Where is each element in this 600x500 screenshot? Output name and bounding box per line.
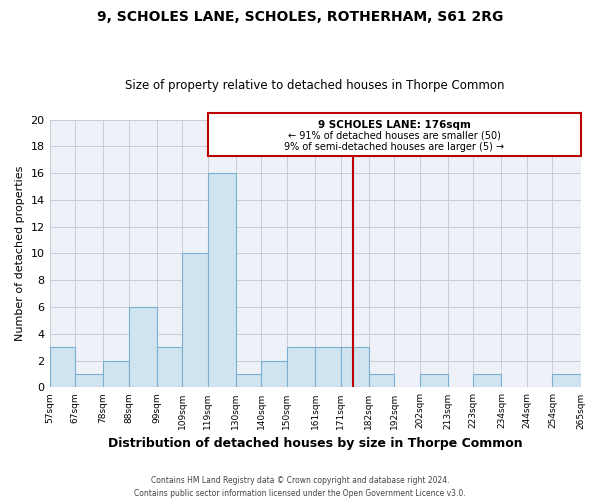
Text: 9 SCHOLES LANE: 176sqm: 9 SCHOLES LANE: 176sqm <box>318 120 470 130</box>
Bar <box>419 374 448 388</box>
Text: ← 91% of detached houses are smaller (50): ← 91% of detached houses are smaller (50… <box>288 131 500 141</box>
Bar <box>75 374 103 388</box>
FancyBboxPatch shape <box>208 113 581 156</box>
Bar <box>262 360 287 388</box>
Title: Size of property relative to detached houses in Thorpe Common: Size of property relative to detached ho… <box>125 79 505 92</box>
Bar <box>236 374 262 388</box>
Bar <box>553 374 581 388</box>
Text: 9% of semi-detached houses are larger (5) →: 9% of semi-detached houses are larger (5… <box>284 142 504 152</box>
Bar <box>287 347 315 388</box>
X-axis label: Distribution of detached houses by size in Thorpe Common: Distribution of detached houses by size … <box>108 437 523 450</box>
Bar <box>157 347 182 388</box>
Bar <box>368 374 394 388</box>
Bar <box>128 307 157 388</box>
Bar <box>50 347 75 388</box>
Bar <box>182 254 208 388</box>
Bar <box>208 173 236 388</box>
Bar <box>315 347 341 388</box>
Bar <box>103 360 128 388</box>
Text: 9, SCHOLES LANE, SCHOLES, ROTHERHAM, S61 2RG: 9, SCHOLES LANE, SCHOLES, ROTHERHAM, S61… <box>97 10 503 24</box>
Bar <box>473 374 502 388</box>
Bar <box>341 347 368 388</box>
Text: Contains HM Land Registry data © Crown copyright and database right 2024.
Contai: Contains HM Land Registry data © Crown c… <box>134 476 466 498</box>
Y-axis label: Number of detached properties: Number of detached properties <box>15 166 25 341</box>
